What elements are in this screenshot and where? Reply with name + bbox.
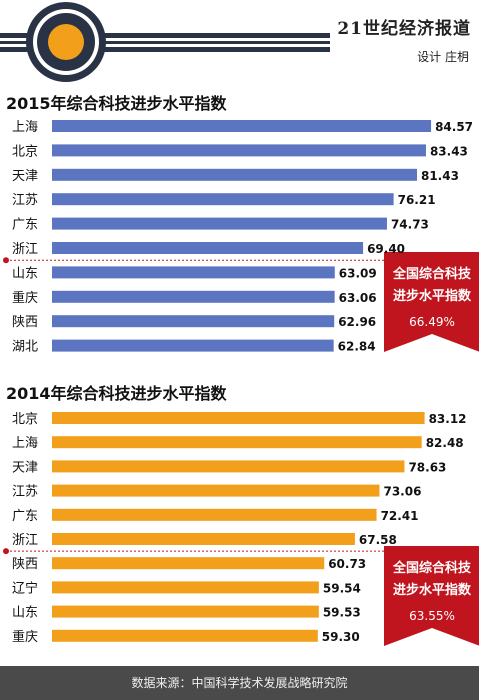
bar: [52, 193, 394, 206]
bar: [52, 242, 364, 254]
bar: [52, 412, 425, 424]
header: 21世纪经济报道 设计 庄枂: [0, 0, 479, 86]
national-average-2015: 全国综合科技 进步水平指数 66.49%: [386, 264, 478, 332]
data-label: 63.09: [339, 266, 377, 280]
category-label: 重庆: [12, 629, 38, 645]
category-label: 山东: [12, 266, 38, 281]
data-label: 81.43: [421, 169, 459, 183]
data-label: 69.40: [367, 242, 405, 256]
bar: [52, 508, 377, 521]
data-label: 59.53: [323, 606, 361, 620]
bar: [52, 436, 422, 449]
category-label: 广东: [12, 218, 38, 233]
bar: [52, 315, 335, 328]
bar: [52, 168, 417, 181]
category-label: 湖北: [12, 340, 38, 355]
data-label: 78.63: [408, 460, 446, 474]
data-label: 59.30: [322, 630, 360, 644]
bar: [52, 266, 335, 279]
bar: [52, 484, 380, 497]
average-line-marker: [3, 548, 9, 555]
bar: [52, 120, 432, 132]
category-label: 陕西: [12, 557, 38, 572]
avg-2015-value: 66.49%: [409, 315, 455, 329]
bar: [52, 339, 334, 352]
data-label: 76.21: [398, 193, 436, 207]
bar: [52, 629, 318, 642]
category-label: 浙江: [12, 533, 38, 548]
national-average-2014: 全国综合科技 进步水平指数 63.55%: [386, 558, 478, 626]
bar: [52, 605, 319, 618]
avg-2015-line2: 进步水平指数: [392, 289, 471, 304]
category-label: 北京: [12, 144, 38, 159]
newspaper-brand: 21世纪经济报道: [337, 19, 471, 39]
bar: [52, 217, 387, 230]
category-label: 天津: [12, 169, 38, 184]
category-label: 辽宁: [12, 580, 38, 596]
category-label: 天津: [12, 460, 38, 475]
average-line-marker: [3, 257, 9, 264]
category-label: 山东: [12, 606, 38, 621]
data-label: 62.84: [338, 340, 376, 354]
data-label: 74.73: [391, 218, 429, 232]
avg-2014-line2: 进步水平指数: [392, 583, 471, 598]
bar: [52, 533, 355, 545]
average-banner: [384, 252, 479, 352]
chart-2015: 上海 84.57 北京 83.43 天津 81.43 江苏 76.21 广东 74.73 浙江 69.…: [3, 120, 479, 355]
category-label: 广东: [12, 509, 38, 524]
avg-2014-value: 63.55%: [409, 609, 455, 623]
bar: [52, 290, 335, 303]
category-label: 浙江: [12, 242, 38, 257]
category-label: 上海: [12, 120, 38, 135]
data-label: 60.73: [328, 557, 366, 571]
average-banner: [384, 546, 479, 646]
bar: [52, 557, 325, 570]
avg-2015-line1: 全国综合科技: [392, 267, 471, 282]
bar: [52, 460, 405, 473]
data-label: 67.58: [359, 533, 397, 547]
chart-2015-title: 2015年综合科技进步水平指数: [6, 94, 227, 113]
bar: [52, 144, 426, 157]
source-footer: 数据来源：中国科学技术发展战略研究院: [0, 666, 479, 700]
data-label: 63.06: [339, 291, 377, 305]
category-label: 北京: [12, 412, 38, 427]
category-label: 重庆: [12, 290, 38, 306]
data-label: 83.43: [430, 144, 468, 158]
category-label: 陕西: [12, 315, 38, 330]
data-label: 83.12: [429, 412, 467, 426]
design-credit: 设计 庄枂: [417, 50, 469, 64]
chart-2014-title: 2014年综合科技进步水平指数: [6, 384, 227, 403]
chart-2014: 北京 83.12 上海 82.48 天津 78.63 江苏 73.06 广东 72.41 浙江 67.…: [3, 412, 479, 646]
header-logo-graphic: [0, 0, 479, 86]
data-label: 82.48: [426, 436, 464, 450]
category-label: 江苏: [12, 484, 38, 500]
data-label: 73.06: [383, 485, 421, 499]
data-label: 84.57: [435, 120, 473, 134]
category-label: 江苏: [12, 192, 38, 208]
avg-2014-line1: 全国综合科技: [392, 561, 471, 576]
data-label: 59.54: [323, 581, 361, 595]
data-label: 72.41: [381, 509, 419, 523]
category-label: 上海: [12, 436, 38, 451]
bar: [52, 581, 319, 594]
data-label: 62.96: [338, 315, 376, 329]
